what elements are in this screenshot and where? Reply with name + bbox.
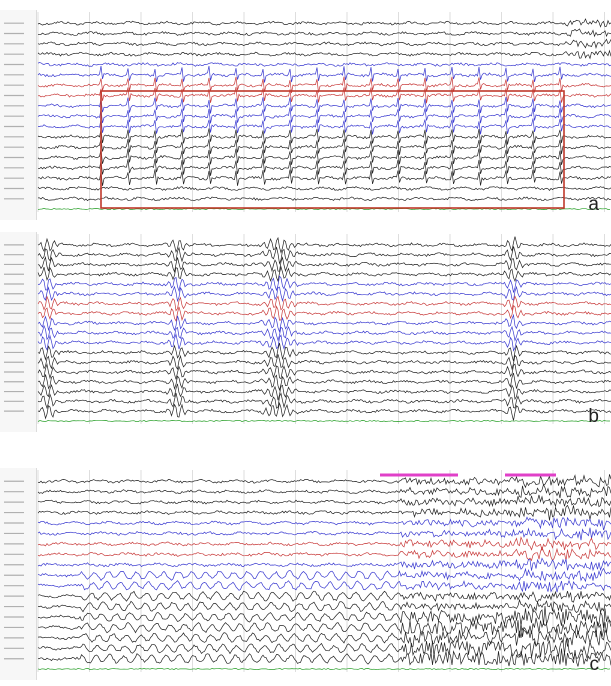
- eeg-trace: [37, 598, 611, 614]
- channel-label-column: [0, 10, 37, 220]
- eeg-trace: [37, 342, 611, 362]
- eeg-trace: [37, 65, 611, 83]
- eeg-trace: [37, 265, 611, 283]
- panel-letter-b: b: [588, 406, 599, 427]
- eeg-trace: [37, 148, 611, 165]
- eeg-trace: [37, 169, 611, 186]
- eeg-trace: [37, 196, 611, 202]
- eeg-trace: [37, 28, 611, 38]
- eeg-trace: [37, 107, 611, 124]
- eeg-trace: [37, 494, 611, 508]
- event-channel-trace: [37, 668, 611, 670]
- eeg-trace: [37, 557, 611, 572]
- eeg-trace: [37, 627, 611, 647]
- eeg-trace: [37, 590, 611, 603]
- eeg-trace: [37, 504, 611, 521]
- eeg-trace: [38, 158, 611, 176]
- eeg-trace: [37, 527, 611, 541]
- eeg-trace: [37, 648, 611, 667]
- eeg-trace: [37, 333, 611, 352]
- eeg-trace: [37, 579, 611, 593]
- highlight-box: [100, 90, 565, 209]
- eeg-trace: [37, 313, 611, 334]
- eeg-panel-b: b: [0, 232, 611, 432]
- eeg-trace: [37, 275, 611, 293]
- eeg-trace: [37, 285, 611, 303]
- eeg-trace: [37, 637, 611, 660]
- eeg-trace: [37, 354, 611, 371]
- eeg-trace: [37, 38, 611, 49]
- eeg-trace: [37, 474, 611, 489]
- eeg-trace: [37, 236, 611, 254]
- eeg-traces-b: [4, 234, 611, 424]
- eeg-trace: [37, 401, 611, 421]
- eeg-trace: [37, 605, 611, 628]
- eeg-trace: [37, 246, 611, 265]
- eeg-trace: [37, 617, 611, 638]
- eeg-trace: [37, 62, 611, 67]
- eeg-trace: [37, 392, 611, 410]
- eeg-trace: [37, 18, 611, 28]
- eeg-trace: [37, 372, 611, 392]
- eeg-trace: [37, 186, 611, 191]
- channel-label-column: [0, 232, 37, 432]
- eeg-trace: [37, 256, 611, 274]
- eeg-trace: [37, 363, 611, 380]
- eeg-trace: [37, 49, 611, 60]
- eeg-trace: [37, 483, 611, 499]
- eeg-trace: [37, 87, 611, 104]
- eeg-trace: [37, 304, 611, 322]
- event-channel-trace: [37, 420, 610, 422]
- panel-letter-a: a: [588, 194, 599, 215]
- eeg-traces-a: [4, 12, 611, 212]
- eeg-panel-a: a: [0, 10, 611, 220]
- eeg-trace: [37, 567, 611, 583]
- eeg-trace: [37, 295, 611, 312]
- eeg-trace: [37, 546, 611, 562]
- panel-letter-c: c: [589, 654, 600, 675]
- channel-label-column: [0, 468, 37, 680]
- eeg-trace: [37, 96, 611, 114]
- eeg-trace: [37, 324, 611, 342]
- eeg-trace: [37, 118, 611, 135]
- eeg-trace: [37, 76, 611, 93]
- eeg-trace: [37, 128, 611, 145]
- eeg-trace: [37, 516, 611, 531]
- eeg-trace: [37, 138, 611, 155]
- eeg-trace: [37, 536, 611, 552]
- event-channel-trace: [37, 207, 610, 210]
- eeg-trace: [37, 383, 611, 401]
- eeg-traces-c: [4, 470, 611, 672]
- eeg-panel-c: c: [0, 468, 611, 680]
